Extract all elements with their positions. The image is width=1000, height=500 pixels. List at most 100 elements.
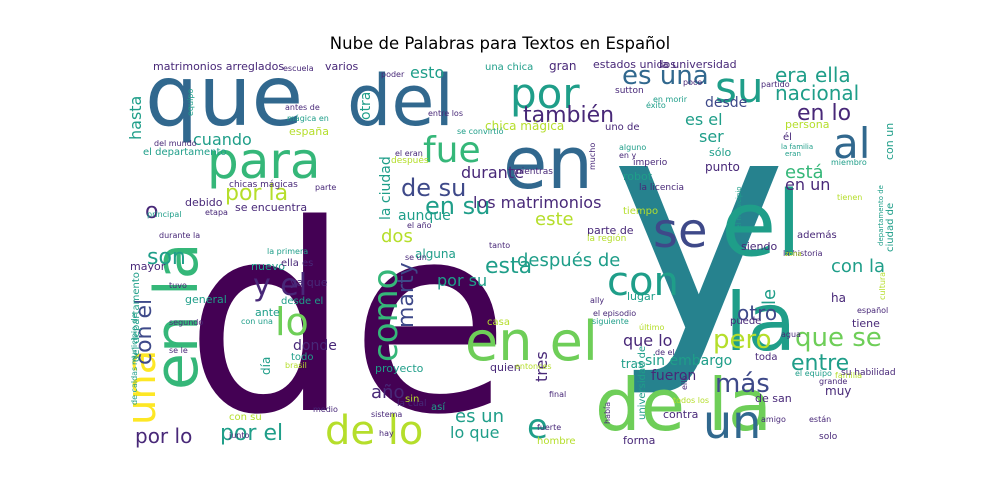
- word-e: e: [527, 407, 548, 447]
- word-la-cual: la cual: [397, 399, 427, 409]
- word-lo-que: lo que: [450, 423, 499, 442]
- word-amigo: amigo: [761, 415, 786, 424]
- word-departamento-de: departamento de: [877, 185, 885, 246]
- word-la-familia: la familia: [781, 143, 813, 151]
- word-de-san: de san: [755, 392, 792, 405]
- word-fuerte: fuerte: [537, 423, 561, 432]
- word-al: al: [833, 119, 870, 168]
- word-uno-de: uno de: [605, 122, 639, 133]
- word-lo: lo: [275, 300, 309, 344]
- word-partido: partido: [761, 80, 790, 89]
- word-casa: casa: [487, 317, 510, 328]
- word-la-licencia: la licencia: [639, 183, 684, 193]
- word-donde: donde: [293, 338, 337, 354]
- word-matrimonios-arreglados: matrimonios arreglados: [153, 60, 284, 73]
- word-tres: tres: [532, 351, 551, 382]
- word-de-el: de el: [655, 348, 675, 357]
- word-tiene: tiene: [852, 317, 880, 330]
- word-debido: debido: [185, 196, 223, 209]
- word-tambien: también: [523, 103, 614, 128]
- word-espana: españa: [289, 125, 329, 138]
- word-es-una: es una: [622, 61, 709, 91]
- word-siendo: siendo: [741, 240, 778, 253]
- word-en-morir: en morir: [653, 95, 688, 104]
- word-y: y: [610, 60, 788, 401]
- word-de-la: de la: [595, 363, 772, 447]
- word-poco: poco: [683, 78, 702, 87]
- word-lugar: lugar: [627, 290, 656, 303]
- word-todos-los: todos los: [673, 396, 709, 405]
- word-chicas-magicas: chicas mágicas: [229, 180, 298, 190]
- word-pero: pero: [713, 325, 772, 355]
- word-persona: persona: [785, 118, 829, 131]
- word-robot: robot: [623, 170, 653, 183]
- word-espanol: español: [857, 306, 888, 315]
- word-medio: medio: [313, 405, 338, 414]
- word-municipio-de: municipio de: [130, 313, 139, 365]
- word-despues-de: después de: [517, 250, 620, 271]
- word-una-chica: una chica: [485, 62, 533, 73]
- word-tuvo: tuvo: [169, 281, 187, 290]
- word-con-su: con su: [229, 412, 262, 423]
- word-entre: entre: [791, 351, 849, 376]
- word-en-la: en la: [142, 243, 212, 390]
- word-la-ciudad: la ciudad: [378, 156, 394, 220]
- word-del-mundo: del mundo: [154, 139, 197, 148]
- word-su-habilidad: su habilidad: [841, 368, 896, 378]
- word-parte: parte: [315, 183, 336, 192]
- word-por-el: por el: [220, 421, 283, 446]
- word-de-su: de su: [401, 174, 466, 202]
- word-se: se: [653, 203, 708, 259]
- word-una: una: [125, 350, 165, 425]
- word-por-la: por la: [225, 181, 288, 206]
- word-aunque: aunque: [398, 208, 451, 224]
- word-la-region: la región: [587, 233, 626, 244]
- word-el-episodio: el episodio: [593, 309, 636, 318]
- word-se-encuentra: se encuentra: [235, 201, 307, 214]
- word-en-su: en su: [425, 192, 490, 220]
- word-ante: ante: [255, 306, 280, 319]
- word-en-lo: en lo: [797, 101, 851, 126]
- word-escuela: escuela: [283, 64, 314, 73]
- word-agua: agua: [781, 330, 801, 339]
- word-el-departamento: el departamento: [143, 147, 227, 158]
- word-de-caldas: de caldas: [130, 367, 139, 405]
- word-por: por: [510, 69, 580, 118]
- word-con: con: [607, 259, 679, 305]
- word-de: de: [185, 170, 510, 448]
- word-miembro: miembro: [831, 158, 867, 167]
- word-desde: desde: [705, 95, 747, 111]
- word-brasil: brasil: [285, 361, 307, 370]
- word-en-y: en y: [619, 151, 637, 160]
- word-chica-magica: chica mágica: [485, 119, 564, 133]
- word-que-lo: que lo: [623, 331, 672, 350]
- word-es-el: es el: [685, 110, 723, 129]
- word-gran: gran: [549, 60, 577, 73]
- word-la-universidad: la universidad: [659, 60, 737, 71]
- word-el-eran: el eran: [395, 149, 423, 158]
- word-hasta: hasta: [126, 96, 145, 140]
- word-sin: sin: [405, 394, 419, 405]
- word-ciudad-de: ciudad de: [885, 203, 896, 252]
- word-el-equipo: el equipo: [795, 369, 832, 378]
- word-tanto: tanto: [489, 241, 510, 250]
- word-son: son: [147, 245, 186, 270]
- word-este: este: [535, 209, 574, 230]
- word-la-primera: la primera: [267, 247, 308, 256]
- word-estados-unidos: estados unidos: [593, 60, 676, 71]
- word-mas: más: [715, 369, 770, 399]
- word-grande: grande: [819, 377, 847, 386]
- word-cloud-area: de y que del en en la el la de la en el para por su e…: [125, 60, 900, 448]
- word-eran: eran: [785, 150, 801, 158]
- word-por-lo: por lo: [135, 424, 192, 448]
- word-sin-embargo: sin embargo: [645, 353, 732, 369]
- word-su: su: [715, 63, 764, 112]
- word-proyecto: proyecto: [375, 362, 424, 375]
- word-entonces: entonces: [515, 362, 552, 371]
- word-cuando: cuando: [193, 130, 252, 149]
- word-mucho: mucho: [588, 143, 597, 170]
- word-siguiente: siguiente: [592, 317, 629, 326]
- word-despues: después: [391, 155, 429, 166]
- word-ha: ha: [831, 291, 846, 305]
